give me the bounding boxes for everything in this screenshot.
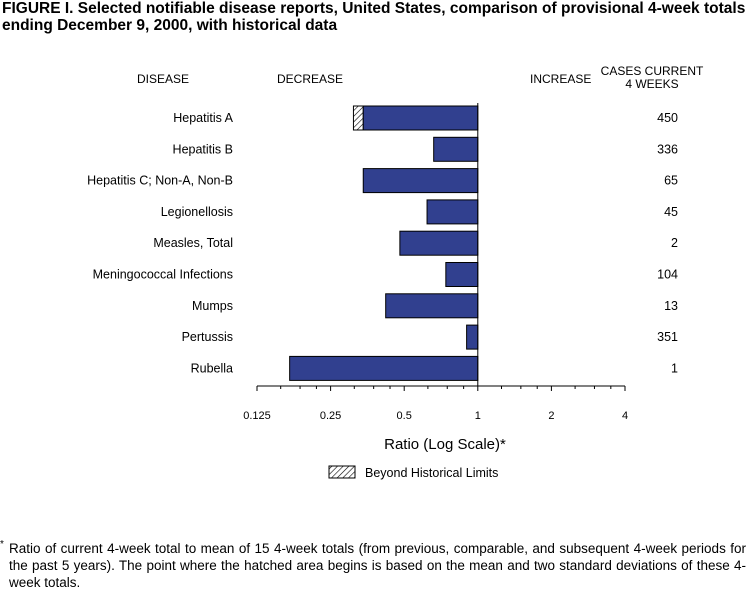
cases-value-5: 104 — [657, 268, 678, 282]
bar-6 — [385, 293, 479, 319]
cases-value-8: 1 — [671, 361, 678, 375]
increase-header: INCREASE — [530, 72, 592, 86]
cases-value-2: 65 — [664, 174, 678, 188]
category-label-7: Pertussis — [182, 330, 233, 344]
category-label-2: Hepatitis C; Non-A, Non-B — [87, 174, 233, 188]
x-tick-label-4: 2 — [548, 410, 554, 422]
bar-2 — [362, 168, 479, 194]
category-label-4: Measles, Total — [153, 236, 233, 250]
figure-title: FIGURE I. Selected notifiable disease re… — [2, 0, 746, 34]
x-tick-label-2: 0.5 — [397, 410, 412, 422]
category-label-6: Mumps — [192, 299, 233, 313]
bar-7 — [466, 324, 479, 350]
cases-value-4: 2 — [671, 236, 678, 250]
cases-value-1: 336 — [657, 142, 678, 156]
x-tick-label-1: 0.25 — [320, 410, 341, 422]
x-tick-label-3: 1 — [475, 410, 481, 422]
cases-header-line2: 4 WEEKS — [625, 77, 679, 91]
footnote-text: Ratio of current 4-week total to mean of… — [9, 541, 746, 590]
x-tick-label-0: 0.125 — [243, 410, 271, 422]
bar-0 — [362, 105, 479, 131]
labels-layer: Hepatitis A 450 Hepatitis B 336 Hepatitis C;… — [87, 111, 678, 375]
bar-5 — [445, 262, 479, 287]
cases-header-line1: CASES CURRENT — [600, 64, 704, 78]
category-label-1: Hepatitis B — [173, 142, 233, 156]
bar-8 — [289, 355, 479, 381]
cases-value-0: 450 — [657, 111, 678, 125]
bar-3 — [426, 199, 479, 225]
x-axis: 0.125 0.25 0.5 1 2 4 — [243, 103, 628, 422]
category-label-5: Meningococcal Infections — [93, 268, 233, 282]
x-tick-label-5: 4 — [622, 410, 628, 422]
bar-1 — [433, 136, 479, 162]
bar-hatched-0 — [352, 105, 364, 131]
decrease-header: DECREASE — [277, 72, 344, 86]
x-axis-label: Ratio (Log Scale)* — [384, 436, 506, 453]
legend-label: Beyond Historical Limits — [365, 466, 498, 480]
bar-4 — [399, 230, 479, 256]
category-label-8: Rubella — [191, 361, 233, 375]
category-label-3: Legionellosis — [161, 205, 233, 219]
legend: Beyond Historical Limits — [328, 465, 498, 480]
disease-column-header: DISEASE — [137, 72, 190, 86]
cases-value-6: 13 — [664, 299, 678, 313]
cases-value-7: 351 — [657, 330, 678, 344]
bars-layer — [289, 105, 479, 381]
footnote-mark: * — [0, 539, 4, 550]
cases-column-header: CASES CURRENT 4 WEEKS — [596, 65, 708, 91]
cases-value-3: 45 — [664, 205, 678, 219]
legend-hatch-swatch — [328, 465, 356, 479]
category-label-0: Hepatitis A — [173, 111, 233, 125]
